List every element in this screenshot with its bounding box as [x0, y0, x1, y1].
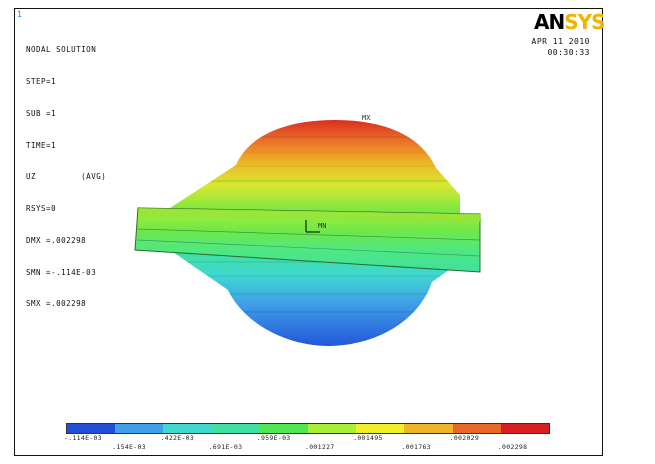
coordinate-triad: [305, 220, 320, 233]
info-line: UZ (AVG): [26, 172, 107, 182]
frame-bottom-border: [14, 455, 603, 456]
frame-top-border: [14, 8, 603, 9]
ansys-logo: ANSYS: [534, 10, 606, 34]
legend-label: -.114E-03: [64, 434, 102, 442]
legend-label: .001227: [305, 443, 335, 451]
min-marker: MN: [318, 222, 327, 230]
legend-swatch: [67, 424, 116, 433]
window-number: 1: [17, 10, 22, 19]
max-marker: MX: [362, 114, 371, 122]
date-text: APR 11 2010: [531, 37, 590, 46]
frame-right-border: [602, 8, 603, 456]
info-line: STEP=1: [26, 76, 57, 86]
legend-swatch: [211, 424, 260, 433]
legend-swatch: [452, 424, 501, 433]
time-text: 00:30:33: [547, 48, 590, 57]
info-line: TIME=1: [26, 140, 57, 150]
legend-label: .154E-03: [112, 443, 146, 451]
legend-label: .002298: [497, 443, 528, 451]
legend-label: .002029: [449, 434, 480, 442]
legend-label: .959E-03: [256, 434, 291, 442]
legend-swatch: [404, 424, 453, 433]
date-time-stamp: APR 11 2010 00:30:33: [510, 36, 590, 58]
logo-part-an: AN: [534, 10, 565, 34]
frame-left-border: [14, 8, 15, 456]
legend-swatch: [500, 424, 550, 433]
logo-part-sys: SYS: [564, 10, 605, 34]
solution-info-block: NODAL SOLUTION STEP=1 SUB =1 TIME=1 UZ (…: [26, 24, 106, 331]
legend-swatch: [163, 424, 212, 433]
legend-label: .422E-03: [160, 434, 195, 442]
info-line: SMX =.002298: [26, 299, 87, 309]
legend-swatch: [115, 424, 164, 433]
contour-legend-bar: [66, 423, 550, 434]
legend-swatch: [356, 424, 405, 433]
legend-label: .691E-03: [208, 443, 243, 451]
info-line: SMN =-.114E-03: [26, 267, 97, 277]
info-line: SUB =1: [26, 108, 57, 118]
info-line: RSYS=0: [26, 204, 57, 214]
equatorial-band: [134, 207, 482, 273]
info-line: NODAL SOLUTION: [26, 45, 97, 55]
legend-swatch: [259, 424, 309, 433]
info-line: DMX =.002298: [26, 235, 87, 245]
legend-label: .001495: [353, 434, 383, 442]
legend-label: .001763: [401, 443, 431, 451]
legend-swatch: [308, 424, 357, 433]
